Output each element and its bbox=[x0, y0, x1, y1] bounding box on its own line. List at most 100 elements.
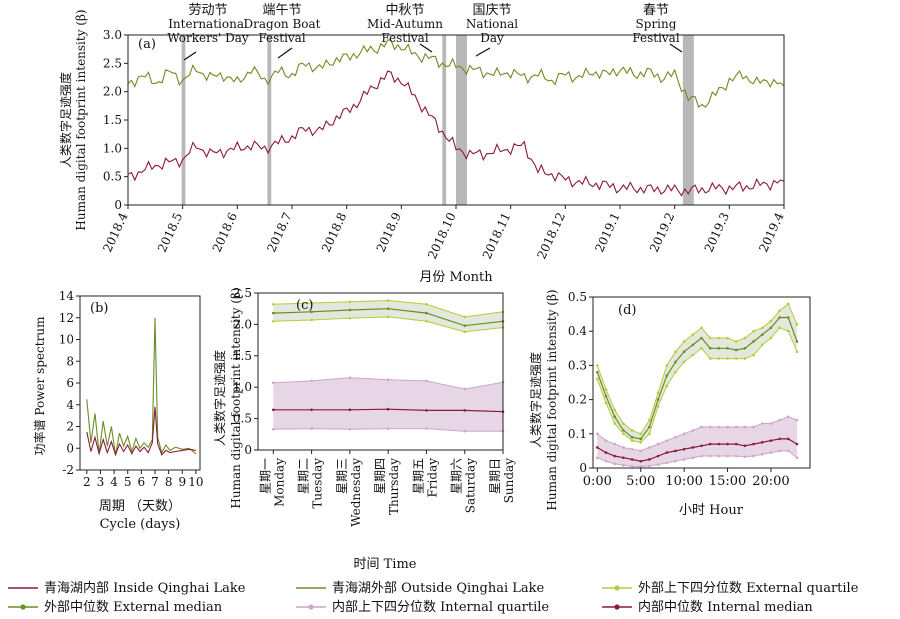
panel-d-ext-median-point-9 bbox=[674, 360, 677, 364]
panel-d-int-q1 bbox=[597, 450, 798, 468]
panel-d-ext-q3-point-15 bbox=[726, 336, 729, 340]
panel-d-ext-median-point-21 bbox=[778, 316, 781, 319]
panel-c-int-median-point-1 bbox=[310, 408, 313, 412]
holiday-band-3 bbox=[456, 35, 467, 205]
panel-d-ext-q1-point-12 bbox=[700, 347, 703, 350]
holiday-label-cn-0: 劳动节 bbox=[188, 2, 227, 18]
panel-c-ext-median-point-2 bbox=[348, 308, 352, 312]
panel-d-int-q1-point-13 bbox=[708, 454, 712, 458]
panel-d-xtick-label-1: 5:00 bbox=[626, 474, 655, 489]
panel-c-tag: (c) bbox=[296, 298, 313, 313]
panel-a-xtick-label-1: 2018.5 bbox=[155, 210, 185, 254]
panel-c-int-q3-point-1 bbox=[310, 379, 313, 383]
panel-a-ylabel-cn: 人类数字足迹强度 bbox=[58, 72, 73, 168]
panel-a-xtick-label-6: 2018.10 bbox=[425, 210, 459, 261]
panel-d-ext-q3-point-5 bbox=[639, 432, 643, 436]
panel-d-ext-q1-point-5 bbox=[639, 441, 643, 444]
panel-a-tag: (a) bbox=[138, 37, 156, 52]
panel-d-ext-median-point-16 bbox=[734, 348, 738, 352]
panel-c-ext-q1-point-3 bbox=[386, 315, 390, 319]
panel-c-xtick-en-0: Monday bbox=[272, 458, 286, 507]
panel-d-int-q3-point-17 bbox=[743, 425, 747, 429]
panel-d-ext-q3-point-14 bbox=[717, 336, 721, 340]
panel-d-ext-q1-point-18 bbox=[752, 353, 755, 357]
panel-a-ytick-label-2: 1.0 bbox=[103, 141, 122, 155]
panel-d-int-q1-point-22 bbox=[787, 449, 790, 453]
panel-d-xtick-label-2: 10:00 bbox=[665, 474, 702, 489]
panel-d-ext-median-point-13 bbox=[708, 347, 712, 350]
holiday-label-en2-1: Festival bbox=[258, 31, 306, 45]
panel-d-ext-median-point-18 bbox=[752, 340, 755, 343]
holiday-band-4 bbox=[682, 35, 694, 205]
panel-d-int-median-point-21 bbox=[778, 437, 781, 441]
panel-c-xtick-en-2: Wednesday bbox=[349, 458, 363, 527]
panel-b-ytick-label-3: 4 bbox=[66, 398, 74, 412]
panel-d-ext-q3-point-11 bbox=[691, 333, 695, 336]
panel-a-ytick-label-4: 2.0 bbox=[103, 85, 122, 99]
panel-c-ext-q3-point-2 bbox=[348, 300, 352, 304]
panel-d-int-median-point-0 bbox=[596, 446, 599, 449]
holiday-label-en1-3: National bbox=[466, 17, 518, 31]
panel-d-ext-median-point-6 bbox=[648, 425, 651, 429]
panel-d-ext-q1-point-20 bbox=[769, 336, 773, 340]
panel-d-int-q3-point-9 bbox=[674, 435, 677, 439]
panel-c-ylabel-cn: 人类数字足迹强度 bbox=[212, 350, 227, 446]
holiday-arrow-0 bbox=[183, 51, 197, 61]
panel-b-ytick-label-5: 8 bbox=[66, 354, 74, 368]
panel-a-ytick-label-6: 3.0 bbox=[103, 28, 122, 42]
panel-d-int-q3-point-19 bbox=[760, 422, 764, 425]
panel-d-int-q1-point-21 bbox=[778, 449, 781, 453]
panel-d-int-q1-point-7 bbox=[656, 463, 660, 466]
panel-c-xtick-en-1: Tuesday bbox=[311, 458, 325, 509]
panel-a-ylabel-en: Human digital footprint intensity (β) bbox=[74, 9, 88, 230]
panel-d-ext-median bbox=[596, 316, 798, 440]
panel-d-ext-q1-point-2 bbox=[613, 422, 616, 425]
panel-d-int-q3-point-4 bbox=[630, 447, 634, 451]
panel-c-xtick-cn-3: 星期四 bbox=[373, 458, 387, 494]
panel-d-int-median-point-5 bbox=[639, 459, 643, 463]
panel-b-xtick-label-2: 4 bbox=[110, 475, 118, 489]
panel-d-ext-q3-point-22 bbox=[787, 302, 790, 306]
panel-d-ext-median-point-5 bbox=[639, 437, 643, 441]
panel-d-ext-q3-point-8 bbox=[665, 364, 669, 367]
panel-d-ext-q3-point-23 bbox=[795, 323, 799, 326]
panel-d-ext-q1-point-23 bbox=[795, 350, 799, 354]
holiday-label-en1-1: Dragon Boat bbox=[244, 17, 321, 31]
panel-b-ytick-label-6: 10 bbox=[59, 333, 74, 347]
panel-d-int-median-point-8 bbox=[665, 451, 669, 454]
panel-d-ytick-label-3: 0.3 bbox=[568, 358, 587, 372]
panel-d-tag: (d) bbox=[618, 303, 636, 318]
panel-c-int-q3-point-3 bbox=[386, 378, 390, 381]
holiday-label-cn-3: 国庆节 bbox=[472, 3, 511, 18]
panel-d-int-q1-point-10 bbox=[682, 458, 686, 461]
legend-marker-4 bbox=[308, 604, 314, 610]
panel-c-frame bbox=[257, 292, 504, 451]
panel-b-xtick-label-5: 7 bbox=[151, 475, 159, 489]
holiday-arrow-4 bbox=[669, 43, 683, 53]
panel-c-int-band bbox=[273, 377, 503, 432]
panel-d-ext-median-point-19 bbox=[760, 333, 764, 336]
panel-b-tag: (b) bbox=[90, 301, 108, 316]
panel-c-int-q3-point-2 bbox=[348, 376, 352, 380]
panel-d-int-q3-point-0 bbox=[596, 432, 599, 436]
panel-c-ext-q1-point-2 bbox=[348, 316, 352, 320]
panel-c-int-q3-point-0 bbox=[272, 381, 275, 385]
panel-d-ext-q3-point-20 bbox=[769, 319, 773, 323]
panel-d-ext-q1-point-13 bbox=[708, 357, 712, 360]
panel-d-int-q1-point-12 bbox=[700, 454, 703, 458]
panel-d-ext-q3-point-9 bbox=[674, 350, 677, 354]
panel-a-xtick-label-2: 2018.6 bbox=[210, 210, 240, 254]
panel-b-xtick-label-7: 9 bbox=[178, 475, 186, 489]
panel-a-xtick-label-7: 2018.11 bbox=[480, 210, 514, 261]
panel-c-int-median-point-2 bbox=[348, 408, 352, 412]
panel-d-ext-q3 bbox=[596, 302, 798, 435]
panel-d-ext-q1 bbox=[596, 327, 798, 443]
panel-d-int-q3-point-10 bbox=[682, 432, 686, 436]
panel-d-ext-q1-point-15 bbox=[726, 357, 729, 360]
panel-c-xtick-cn-4: 星期五 bbox=[411, 458, 425, 494]
panel-d-ext-median-point-0 bbox=[596, 370, 599, 374]
legend-label-1: 青海湖外部 Outside Qinghai Lake bbox=[332, 581, 545, 596]
panel-d-ext-q3-point-10 bbox=[682, 340, 686, 343]
legend-label-0: 青海湖内部 Inside Qinghai Lake bbox=[44, 580, 246, 596]
panel-d-ytick-label-4: 0.4 bbox=[568, 324, 587, 338]
